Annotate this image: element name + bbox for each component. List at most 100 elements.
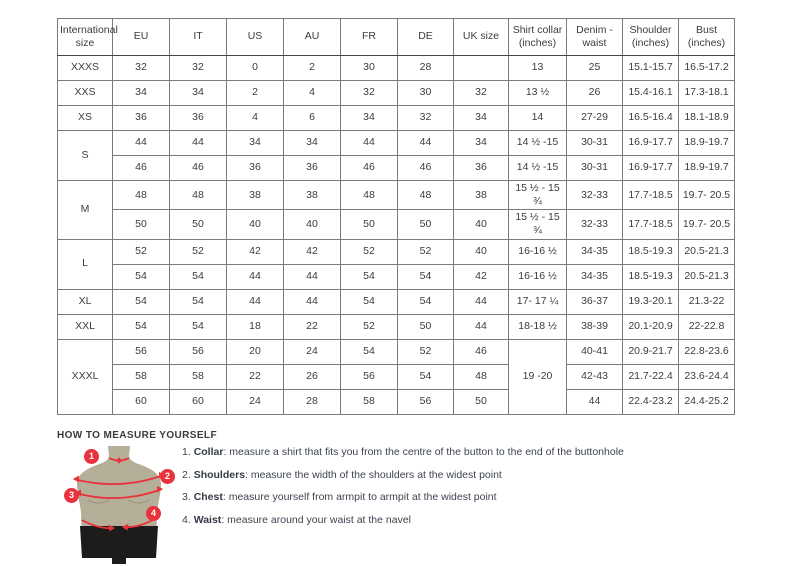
column-header-eu: EU [112,18,170,56]
cell-de: 56 [397,388,454,415]
table-row: M 48 48 38 38 48 48 38 15 ½ - 15 ¾ 32-33 17.7-18.5… [57,179,735,240]
cell-shirt-collar: 16-16 ½ [508,263,567,290]
cell-us: 42 [226,238,284,265]
instruction-text: : measure a shirt that fits you from the… [223,446,624,458]
size-label-s: S [57,130,113,181]
cell-it: 56 [169,338,227,365]
cell-shirt-collar: 19 -20 [508,338,567,415]
cell-bust: 16.5-17.2 [678,55,735,81]
table-row: XS 36 36 4 6 34 32 34 14 27-29 16.5-16.4 18.1-18.9 [57,105,735,131]
cell-it: 34 [169,80,227,106]
cell-shoulder: 16.5-16.4 [622,105,679,131]
cell-shirt-collar: 18-18 ½ [508,313,567,340]
cell-uk-size: 40 [453,238,509,265]
cell-bust: 21.3-22 [678,288,735,315]
cell-shoulder: 19.3-20.1 [622,288,679,315]
cell-us: 44 [226,263,284,290]
instruction-term: Chest [193,491,223,504]
cell-it: 32 [169,55,227,81]
cell-eu: 58 [112,363,170,390]
cell-shoulder: 21.7-22.4 [622,363,679,390]
table-row: 54 54 44 44 54 54 42 16-16 ½ 34-35 18.5-19.3 20.5-… [58,263,735,290]
cell-fr: 32 [340,80,398,106]
cell-fr: 46 [340,155,398,181]
cell-au: 6 [283,105,341,131]
torso-illustration [73,446,165,564]
size-label-l: L [57,238,113,290]
cell-denim-waist: 27-29 [566,105,623,131]
size-label-m: M [57,180,113,240]
cell-bust: 18.9-19.7 [678,130,735,156]
instruction-number: 1. [182,446,194,458]
size-chart-header: International size EU IT US AU FR DE UK size Shi… [57,18,735,56]
instruction-item-3: 3. Chest: measure yourself from armpit t… [182,491,722,504]
cell-fr: 30 [340,55,398,81]
chest-arc [75,488,163,500]
cell-it: 46 [169,155,227,181]
cell-eu: 46 [112,155,170,181]
cell-au: 2 [283,55,341,81]
cell-eu: 44 [112,130,170,156]
figure-marker-1: 1 [84,449,99,464]
cell-shirt-collar: 14 ½ -15 [508,130,567,156]
cell-fr: 44 [340,130,398,156]
cell-bust: 24.4-25.2 [678,388,735,415]
cell-us: 22 [226,363,284,390]
cell-it: 58 [169,363,227,390]
column-header-bust: Bust (inches) [678,18,735,56]
table-row: 60 60 24 28 58 56 50 44 22.4-23.2 24.4-25.2 [58,388,735,415]
cell-denim-waist: 30-31 [566,130,623,156]
cell-shirt-collar: 13 ½ [508,80,567,106]
table-row: S 44 44 34 34 44 44 34 14 ½ -15 30-31 16.9-17.7 18.… [57,130,735,181]
cell-au: 44 [283,263,341,290]
instruction-number: 3. [182,491,194,504]
cell-it: 54 [169,313,227,340]
cell-eu: 54 [112,288,170,315]
cell-uk-size: 34 [453,130,509,156]
cell-us: 34 [226,130,284,156]
cell-denim-waist: 25 [566,55,623,81]
size-label-xxs: XXS [57,80,113,106]
column-header-au: AU [283,18,341,56]
cell-shoulder: 18.5-19.3 [622,263,679,290]
cell-au: 4 [283,80,341,106]
cell-eu: 60 [112,388,170,415]
cell-it: 54 [169,288,227,315]
cell-shirt-collar: 15 ½ - 15 ¾ [508,209,567,240]
cell-denim-waist: 36-37 [566,288,623,315]
cell-au: 40 [283,209,341,240]
cell-fr: 34 [340,105,398,131]
instruction-text: : measure the width of the shoulders at … [245,468,502,481]
cell-denim-waist: 42-43 [566,363,623,390]
cell-shirt-collar: 14 ½ -15 [508,155,567,181]
cell-shoulder: 20.9-21.7 [622,338,679,365]
cell-fr: 54 [340,263,398,290]
cell-fr: 52 [340,313,398,340]
cell-de: 50 [397,209,454,240]
cell-us: 18 [226,313,284,340]
cell-shirt-collar: 14 [508,105,567,131]
cell-uk-size [453,55,509,81]
cell-au: 24 [283,338,341,365]
column-header-fr: FR [340,18,398,56]
column-header-us: US [226,18,284,56]
cell-uk-size: 44 [453,313,509,340]
cell-it: 52 [169,238,227,265]
size-label-xs: XS [57,105,113,131]
cell-denim-waist: 44 [566,388,623,415]
cell-shoulder: 20.1-20.9 [622,313,679,340]
size-chart: International size EU IT US AU FR DE UK size Shi… [57,18,735,415]
table-row: 50 50 40 40 50 50 40 15 ½ - 15 ¾ 32-33 17.7-18.5 1… [58,209,735,240]
cell-uk-size: 38 [453,179,509,211]
cell-de: 54 [397,288,454,315]
cell-it: 36 [169,105,227,131]
cell-shoulder: 18.5-19.3 [622,238,679,265]
cell-us: 2 [226,80,284,106]
table-row: XXXL 56 56 20 24 54 52 46 19 -20 40-41 20.9-21.7 22… [57,338,735,415]
cell-shoulder: 15.1-15.7 [622,55,679,81]
cell-bust: 19.7- 20.5 [678,179,735,211]
instruction-text: : measure yourself from armpit to armpit… [222,491,497,504]
cell-denim-waist: 38-39 [566,313,623,340]
cell-au: 44 [283,288,341,315]
cell-it: 50 [169,209,227,240]
